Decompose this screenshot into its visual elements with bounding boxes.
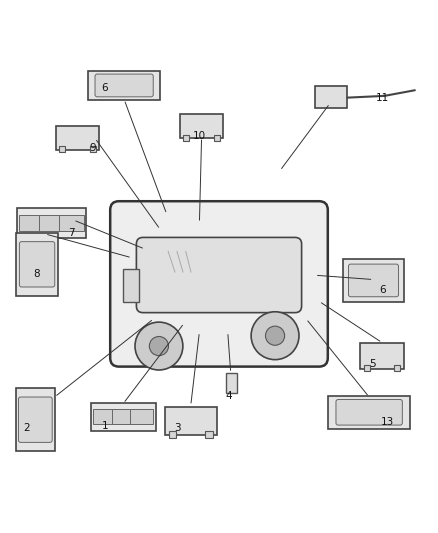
Bar bbox=[123, 269, 139, 302]
Bar bbox=[91, 402, 156, 431]
Bar bbox=[59, 147, 65, 152]
Text: 4: 4 bbox=[225, 391, 232, 401]
Bar bbox=[17, 208, 86, 238]
FancyBboxPatch shape bbox=[136, 237, 302, 313]
Text: 11: 11 bbox=[375, 93, 389, 103]
Bar bbox=[315, 86, 347, 108]
Text: 2: 2 bbox=[23, 423, 30, 433]
Bar bbox=[16, 388, 55, 451]
Bar bbox=[165, 407, 217, 435]
Bar bbox=[112, 409, 134, 424]
FancyBboxPatch shape bbox=[336, 400, 403, 425]
Text: 6: 6 bbox=[102, 83, 108, 93]
Bar bbox=[56, 126, 99, 150]
FancyBboxPatch shape bbox=[19, 241, 55, 287]
Bar bbox=[88, 71, 160, 100]
Bar bbox=[180, 115, 223, 139]
FancyBboxPatch shape bbox=[349, 264, 399, 297]
Bar bbox=[360, 343, 404, 369]
Text: 3: 3 bbox=[174, 423, 181, 433]
FancyBboxPatch shape bbox=[18, 397, 52, 442]
Bar bbox=[169, 431, 176, 438]
Text: 6: 6 bbox=[379, 286, 385, 295]
Text: 9: 9 bbox=[89, 143, 96, 153]
Circle shape bbox=[149, 336, 169, 356]
FancyBboxPatch shape bbox=[110, 201, 328, 367]
Bar bbox=[90, 147, 96, 152]
Bar bbox=[394, 365, 400, 372]
Bar bbox=[214, 135, 220, 141]
Circle shape bbox=[251, 312, 299, 360]
Bar bbox=[343, 259, 404, 302]
FancyBboxPatch shape bbox=[95, 74, 153, 97]
Text: 8: 8 bbox=[33, 269, 39, 279]
Circle shape bbox=[265, 326, 285, 345]
Bar bbox=[59, 215, 84, 231]
Bar bbox=[364, 365, 370, 372]
Bar bbox=[226, 373, 237, 393]
Text: 1: 1 bbox=[102, 421, 108, 431]
Text: 10: 10 bbox=[193, 131, 206, 141]
Bar bbox=[131, 409, 153, 424]
Bar bbox=[184, 135, 189, 141]
Bar bbox=[19, 215, 44, 231]
Text: 7: 7 bbox=[68, 228, 74, 238]
Bar bbox=[328, 396, 410, 429]
Bar bbox=[93, 409, 116, 424]
Circle shape bbox=[135, 322, 183, 370]
Bar bbox=[205, 431, 212, 438]
Bar bbox=[16, 233, 58, 296]
Text: 5: 5 bbox=[369, 359, 376, 368]
Bar bbox=[39, 215, 64, 231]
Text: 13: 13 bbox=[381, 417, 395, 427]
